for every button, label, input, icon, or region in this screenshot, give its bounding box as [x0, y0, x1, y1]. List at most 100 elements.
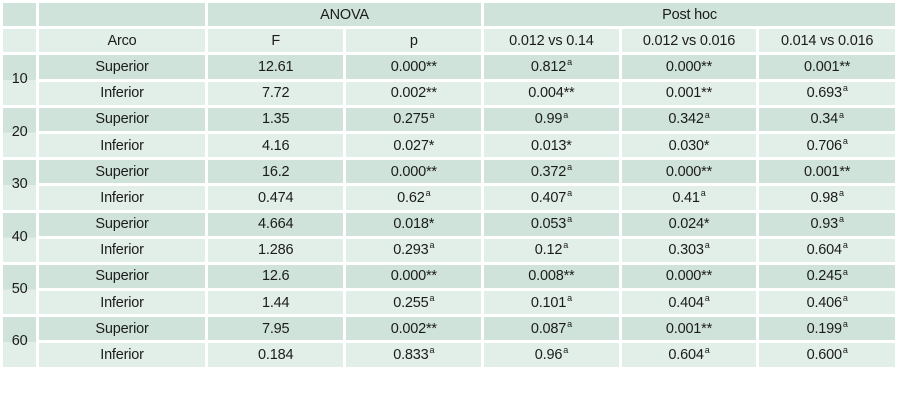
- cell-cmp1: 0.087a: [484, 317, 619, 341]
- cell-arco: Inferior: [39, 291, 205, 315]
- significance-note: a: [838, 109, 844, 120]
- cell-cmp2: 0.41a: [621, 186, 757, 210]
- significance-note: a: [838, 214, 844, 225]
- cell-cmp3: 0.93a: [759, 212, 895, 236]
- group-label: 30: [3, 160, 37, 210]
- cell-p: 0.62a: [346, 186, 482, 210]
- cell-p: 0.255a: [346, 291, 482, 315]
- cell-cmp3: 0.706a: [759, 133, 895, 158]
- header-cmp2: 0.012 vs 0.016: [621, 29, 757, 53]
- header-empty-cell: [3, 29, 37, 53]
- significance-note: a: [567, 319, 572, 330]
- cell-p: 0.293a: [346, 238, 482, 262]
- header-corner-cell: [3, 3, 37, 27]
- significance-note: a: [700, 188, 706, 199]
- cell-p: 0.000**: [346, 55, 482, 79]
- cell-cmp1: 0.96a: [484, 343, 619, 367]
- cell-f: 4.664: [207, 212, 344, 236]
- table-row: 50 Superior 12.6 0.000** 0.008** 0.000** 0.245…: [3, 264, 895, 315]
- cell-p: 0.002**: [346, 81, 482, 105]
- header-p: p: [346, 29, 482, 53]
- cell-cmp2: 0.303a: [621, 238, 757, 262]
- cell-cmp1: 0.812a: [484, 55, 619, 79]
- significance-note: a: [842, 135, 848, 146]
- cell-cmp3: 0.406a: [759, 291, 895, 315]
- cell-arco: Superior: [39, 160, 205, 184]
- cell-cmp3: 0.600a: [759, 343, 895, 367]
- header-arco: Arco: [39, 29, 205, 53]
- cell-arco: Inferior: [39, 238, 205, 262]
- cell-arco: Superior: [39, 55, 205, 79]
- table-row: Inferior 1.44 0.255a 0.101a 0.404a 0.406a: [3, 291, 895, 315]
- significance-note: a: [563, 109, 568, 120]
- header-row-columns: Arco F p 0.012 vs 0.14 0.012 vs 0.016 0.…: [3, 29, 895, 53]
- group-label: 40: [3, 212, 37, 262]
- cell-cmp3: 0.001**: [759, 160, 895, 184]
- significance-note: a: [704, 109, 710, 120]
- group-label: 60: [3, 317, 37, 367]
- cell-arco: Superior: [39, 317, 205, 341]
- cell-arco: Inferior: [39, 343, 205, 367]
- cell-p: 0.275a: [346, 107, 482, 131]
- cell-p: 0.027*: [346, 133, 482, 158]
- cell-f: 1.35: [207, 107, 344, 131]
- table-row: 30 Superior 16.2 0.000** 0.372a 0.000** 0.001*…: [3, 160, 895, 210]
- cell-cmp2: 0.030*: [621, 133, 757, 158]
- cell-cmp3: 0.001**: [759, 55, 895, 79]
- table-row: 10 Superior 12.61 0.000** 0.812a 0.000** 0.001…: [3, 55, 895, 105]
- significance-note: a: [842, 240, 848, 251]
- group-label: 50: [3, 264, 37, 315]
- cell-p: 0.000**: [346, 264, 482, 289]
- table-row: 20 Superior 1.35 0.275a 0.99a 0.342a 0.34a: [3, 107, 895, 158]
- cell-cmp2: 0.024*: [621, 212, 757, 236]
- cell-f: 12.61: [207, 55, 344, 79]
- significance-note: a: [842, 83, 848, 94]
- cell-f: 4.16: [207, 133, 344, 158]
- cell-arco: Inferior: [39, 133, 205, 158]
- significance-note: a: [567, 188, 572, 199]
- significance-note: a: [429, 292, 435, 303]
- cell-cmp3: 0.34a: [759, 107, 895, 131]
- cell-f: 0.474: [207, 186, 344, 210]
- cell-cmp2: 0.001**: [621, 317, 757, 341]
- header-row-groups: ANOVA Post hoc: [3, 3, 895, 27]
- cell-cmp3: 0.98a: [759, 186, 895, 210]
- significance-note: a: [563, 240, 568, 251]
- header-post-hoc: Post hoc: [484, 3, 895, 27]
- group-number: 30: [11, 176, 28, 193]
- cell-f: 12.6: [207, 264, 344, 289]
- cell-cmp1: 0.013*: [484, 133, 619, 158]
- cell-f: 1.286: [207, 238, 344, 262]
- cell-cmp1: 0.101a: [484, 291, 619, 315]
- group-label: 10: [3, 55, 37, 105]
- group-number: 10: [11, 71, 28, 88]
- significance-note: a: [842, 345, 848, 356]
- significance-note: a: [429, 240, 435, 251]
- significance-note: a: [567, 292, 572, 303]
- cell-cmp3: 0.245a: [759, 264, 895, 289]
- significance-note: a: [704, 240, 710, 251]
- significance-note: a: [563, 345, 568, 356]
- table-header: ANOVA Post hoc Arco F p 0.012 vs 0.14 0.…: [3, 3, 895, 53]
- cell-arco: Inferior: [39, 81, 205, 105]
- cell-cmp1: 0.12a: [484, 238, 619, 262]
- significance-note: a: [429, 109, 435, 120]
- significance-note: a: [704, 345, 710, 356]
- table-row: Inferior 7.72 0.002** 0.004** 0.001** 0.693a: [3, 81, 895, 105]
- table-row: Inferior 0.474 0.62a 0.407a 0.41a 0.98a: [3, 186, 895, 210]
- cell-arco: Superior: [39, 264, 205, 289]
- cell-cmp3: 0.604a: [759, 238, 895, 262]
- cell-cmp1: 0.99a: [484, 107, 619, 131]
- cell-p: 0.018*: [346, 212, 482, 236]
- cell-cmp1: 0.372a: [484, 160, 619, 184]
- table-body: 10 Superior 12.61 0.000** 0.812a 0.000** 0.001…: [3, 55, 895, 367]
- cell-p: 0.000**: [346, 160, 482, 184]
- cell-cmp2: 0.000**: [621, 264, 757, 289]
- significance-note: a: [842, 266, 848, 277]
- cell-p: 0.002**: [346, 317, 482, 341]
- significance-note: a: [429, 345, 435, 356]
- group-number: 50: [11, 280, 28, 297]
- cell-cmp1: 0.008**: [484, 264, 619, 289]
- table-row: 40 Superior 4.664 0.018* 0.053a 0.024* 0.93a: [3, 212, 895, 262]
- cell-cmp2: 0.404a: [621, 291, 757, 315]
